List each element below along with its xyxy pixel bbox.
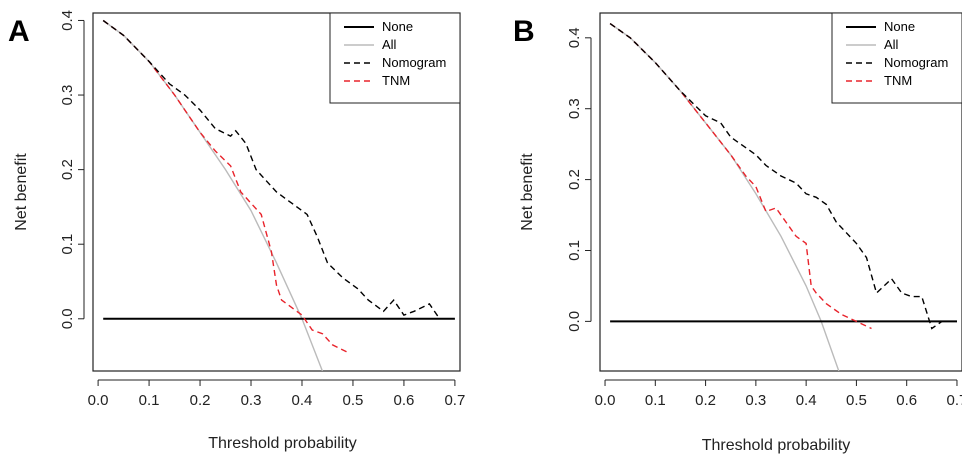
x-tick-label: 0.6 [896, 392, 917, 409]
series-all-line [609, 23, 840, 371]
y-tick-label: 0.1 [59, 234, 76, 255]
legend-label: All [382, 37, 397, 52]
series-tnm-line [609, 23, 872, 330]
legend-label: TNM [382, 73, 410, 88]
x-tick-label: 0.2 [190, 392, 211, 409]
x-tick-label: 0.5 [846, 392, 867, 409]
panel-label: A [8, 15, 30, 48]
x-tick-label: 0.5 [343, 392, 364, 409]
x-tick-label: 0.2 [695, 392, 716, 409]
y-axis-title: Net benefit [13, 153, 30, 231]
plot-frame [92, 12, 461, 372]
panel-b: B 0.0 0.1 0.2 0.3 0.4 0.5 0.6 0.7 0.0 0.1 0.2 0.3 0.4… [513, 12, 962, 454]
legend-label: Nomogram [884, 55, 948, 70]
y-tick-label: 0.3 [566, 98, 583, 119]
y-tick-label: 0.0 [59, 308, 76, 329]
x-tick-label: 0.3 [241, 392, 262, 409]
x-tick-label: 0.4 [292, 392, 313, 409]
legend-label: None [884, 19, 915, 34]
y-tick-label: 0.2 [566, 169, 583, 190]
x-axis-title: Threshold probability [208, 435, 357, 452]
series-nomogram-line [102, 19, 450, 320]
panel-label: B [513, 15, 535, 48]
x-tick-label: 0.6 [394, 392, 415, 409]
x-tick-label: 0.7 [444, 392, 465, 409]
x-tick-label: 0.0 [595, 392, 616, 409]
x-tick-label: 0.0 [88, 392, 109, 409]
legend-label: None [382, 19, 413, 34]
legend-label: All [884, 37, 899, 52]
legend-label: TNM [884, 73, 912, 88]
x-tick-label: 0.4 [796, 392, 817, 409]
plot-frame [599, 12, 962, 372]
y-tick-label: 0.3 [59, 85, 76, 106]
y-tick-label: 0.4 [59, 10, 76, 31]
y-tick-label: 0.0 [566, 311, 583, 332]
series-tnm-line [102, 19, 349, 354]
y-tick-label: 0.4 [566, 27, 583, 48]
x-tick-label: 0.7 [947, 392, 962, 409]
legend-label: Nomogram [382, 55, 446, 70]
x-tick-label: 0.1 [139, 392, 160, 409]
x-tick-label: 0.3 [745, 392, 766, 409]
series-nomogram-line [609, 23, 943, 330]
x-axis-title: Threshold probability [702, 437, 851, 454]
y-axis-title: Net benefit [519, 153, 536, 231]
panel-a: A 0.0 0.1 0.2 0.3 0.4 0.5 0.6 0.7 0.0 0.1 0.2 0.3 0.4… [8, 10, 465, 452]
x-tick-label: 0.1 [645, 392, 666, 409]
y-tick-label: 0.2 [59, 159, 76, 180]
y-tick-label: 0.1 [566, 240, 583, 261]
